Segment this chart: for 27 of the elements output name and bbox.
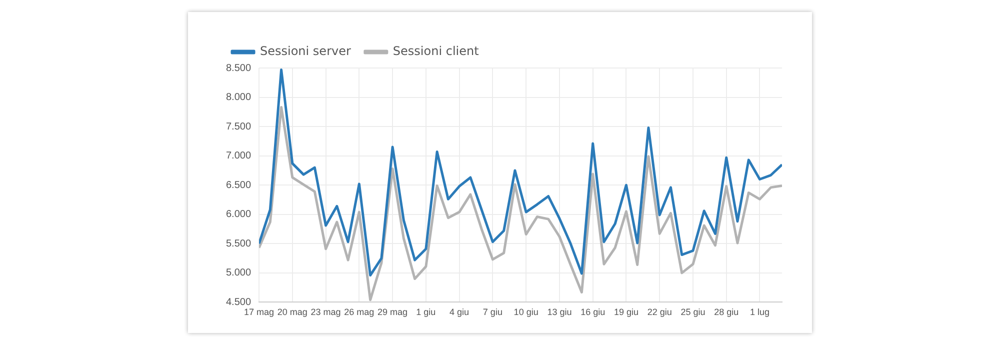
x-tick-label: 29 mag <box>378 307 408 318</box>
x-tick-label: 1 giu <box>416 307 436 318</box>
x-tick-label: 17 mag <box>244 307 274 318</box>
legend-label: Sessioni server <box>260 44 351 58</box>
x-tick-label: 26 mag <box>344 307 374 318</box>
x-tick-label: 23 mag <box>310 307 341 318</box>
x-tick-label: 1 lug <box>750 307 770 318</box>
x-tick-label: 28 giu <box>714 307 739 318</box>
y-tick-label: 6.000 <box>226 209 252 220</box>
x-tick-label: 25 giu <box>680 307 706 318</box>
x-tick-label: 16 giu <box>580 307 606 318</box>
y-tick-label: 8.000 <box>226 92 252 104</box>
x-tick-label: 19 giu <box>614 307 638 318</box>
x-tick-label: 20 mag <box>277 307 308 318</box>
y-tick-label: 5.500 <box>226 238 252 250</box>
x-tick-label: 4 giu <box>450 307 470 318</box>
legend-label: Sessioni client <box>392 44 480 58</box>
y-tick-label: 8.500 <box>226 62 252 74</box>
y-tick-label: 6.500 <box>226 180 252 191</box>
x-tick-label: 22 giu <box>647 307 672 318</box>
y-tick-label: 5.000 <box>226 268 252 279</box>
y-tick-label: 4.500 <box>226 296 252 308</box>
x-tick-label: 10 giu <box>514 307 538 318</box>
y-tick-label: 7.000 <box>226 150 252 162</box>
x-tick-label: 13 giu <box>547 307 572 318</box>
y-tick-label: 7.500 <box>226 121 252 132</box>
x-tick-label: 7 giu <box>482 307 502 318</box>
